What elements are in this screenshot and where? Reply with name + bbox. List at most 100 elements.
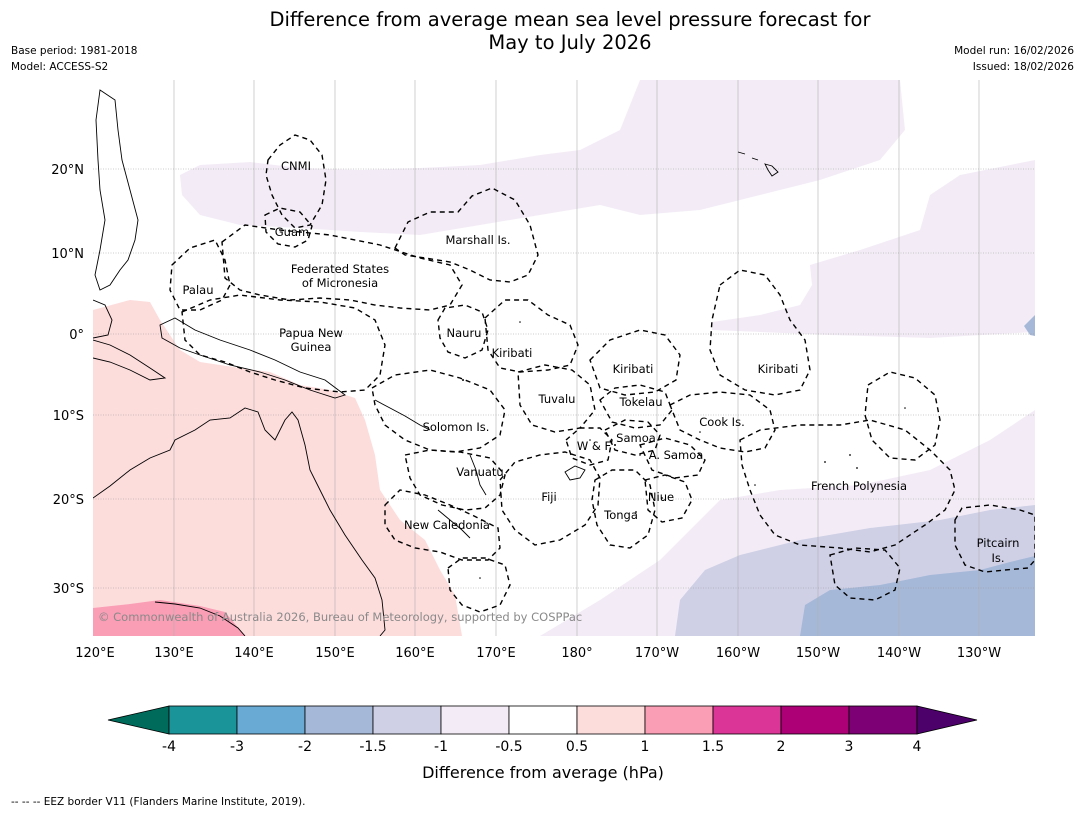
colorbar-bin — [440, 705, 510, 735]
eez-wallis — [565, 427, 613, 466]
issued-date: Issued: 18/02/2026 — [972, 61, 1074, 73]
lon-label: 160°E — [395, 646, 435, 661]
label-marshall: Marshall Is. — [445, 233, 510, 247]
eez-cook-south — [829, 547, 901, 601]
label-tokelau: Tokelau — [619, 395, 663, 409]
copyright-note: © Commonwealth of Australia 2026, Bureau… — [98, 610, 582, 624]
small-islands — [462, 321, 906, 579]
eez-fiji — [499, 451, 601, 546]
label-american-samoa: A. Samoa — [649, 448, 704, 462]
eez-solomon — [371, 369, 506, 453]
coast-hawaii — [737, 151, 779, 177]
colorbar-tick: -0.5 — [495, 739, 522, 755]
label-png-2: Guinea — [291, 340, 332, 354]
colorbar-tick: -4 — [162, 739, 176, 755]
colorbar-tick: 0.5 — [566, 739, 588, 755]
label-png-1: Papua New — [279, 326, 343, 340]
label-kiribati-east: Kiribati — [758, 362, 799, 376]
lon-label: 170°E — [476, 646, 516, 661]
colorbar-bin — [848, 705, 918, 735]
colorbar-bin — [712, 705, 782, 735]
lat-label: 0° — [69, 328, 84, 343]
coast-solomons — [374, 399, 431, 431]
eez-cook — [669, 391, 776, 453]
map-area: CNMI Guam Marshall Is. Federated States … — [93, 80, 1035, 636]
label-tuvalu: Tuvalu — [538, 392, 576, 406]
eez-new-caledonia — [384, 489, 501, 561]
coast-indonesia — [93, 339, 167, 381]
colorbar-bin — [780, 705, 850, 735]
coast-philippines — [94, 89, 139, 291]
coast-new-zealand — [154, 601, 246, 636]
eez-pitcairn — [954, 504, 1035, 573]
eez-new-caledonia-south — [447, 557, 511, 613]
coast-borneo — [93, 299, 113, 339]
meta-left: Base period: 1981-2018 Model: ACCESS-S2 — [11, 43, 137, 75]
colorbar-tick: -1 — [434, 739, 448, 755]
colorbar-bin — [304, 705, 374, 735]
label-pitcairn-1: Pitcairn — [977, 536, 1020, 550]
label-guam: Guam — [275, 225, 309, 239]
colorbar-tick: 4 — [913, 739, 922, 755]
label-wallis-futuna: W & F — [577, 439, 611, 453]
label-vanuatu: Vanuatu — [456, 465, 503, 479]
lat-label: 10°N — [51, 247, 84, 262]
place-labels: CNMI Guam Marshall Is. Federated States … — [183, 159, 1020, 565]
colorbar-tick: 2 — [777, 739, 786, 755]
colorbar-tick: -2 — [298, 739, 312, 755]
label-fiji: Fiji — [541, 490, 556, 504]
eez-niue — [644, 474, 693, 523]
eez-fp-east — [864, 371, 941, 461]
eez-cnmi — [265, 134, 327, 229]
anomaly-region-west-positive — [93, 300, 462, 636]
colorbar: -4 -3 -2 -1.5 -1 -0.5 0.5 1 1.5 2 3 4 Di… — [107, 705, 978, 782]
label-fsm-1: Federated States — [291, 262, 389, 276]
lon-label: 180° — [561, 646, 592, 661]
coast-fiji — [564, 465, 586, 481]
eez-tonga — [591, 469, 656, 549]
lat-label: 10°S — [53, 409, 84, 424]
eez-nauru — [437, 304, 489, 359]
label-solomon: Solomon Is. — [423, 420, 490, 434]
label-pitcairn-2: Is. — [991, 551, 1004, 565]
anomaly-region-north-band — [180, 80, 905, 235]
eez-asamoa — [639, 437, 706, 479]
colorbar-tick: -1.5 — [359, 739, 386, 755]
anomaly-region-south-3 — [800, 556, 1035, 636]
chart-title: Difference from average mean sea level p… — [0, 8, 1085, 54]
eez-tokelau — [599, 384, 673, 429]
colorbar-bin — [236, 705, 306, 735]
anomaly-region-west-strong — [93, 600, 245, 636]
latitude-labels: 20°N 10°N 0° 10°S 20°S 30°S — [51, 163, 84, 597]
colorbar-label: Difference from average (hPa) — [422, 763, 664, 782]
colorbar-bin — [372, 705, 442, 735]
eez-kiribati-w — [484, 299, 579, 373]
lat-label: 30°S — [53, 582, 84, 597]
model-run: Model run: 16/02/2026 — [954, 45, 1074, 57]
label-cook: Cook Is. — [699, 415, 744, 429]
base-period: Base period: 1981-2018 — [11, 45, 138, 57]
label-kiribati-west: Kiribati — [492, 346, 533, 360]
colorbar-bin — [576, 705, 646, 735]
lon-label: 140°W — [877, 646, 921, 661]
lon-label: 150°E — [315, 646, 355, 661]
title-line-1: Difference from average mean sea level p… — [269, 8, 871, 31]
eez-french-polynesia — [739, 419, 956, 553]
label-fsm-2: of Micronesia — [302, 276, 378, 290]
colorbar-bin — [508, 705, 578, 735]
label-nauru: Nauru — [447, 326, 482, 340]
lon-label: 140°E — [234, 646, 274, 661]
coast-new-guinea — [159, 317, 346, 399]
label-palau: Palau — [183, 283, 214, 297]
eez-kiribati-e — [709, 269, 811, 396]
label-tonga: Tonga — [603, 508, 638, 522]
coast-vanuatu — [469, 454, 487, 496]
lon-label: 150°W — [796, 646, 840, 661]
eez-borders — [169, 134, 1035, 613]
eez-legend-note: -- -- -- EEZ border V11 (Flanders Marine… — [11, 796, 306, 808]
lat-label: 20°S — [53, 493, 84, 508]
colorbar-tick: 1 — [641, 739, 650, 755]
lon-label: 120°E — [75, 646, 115, 661]
colorbar-under-arrow — [107, 705, 170, 735]
